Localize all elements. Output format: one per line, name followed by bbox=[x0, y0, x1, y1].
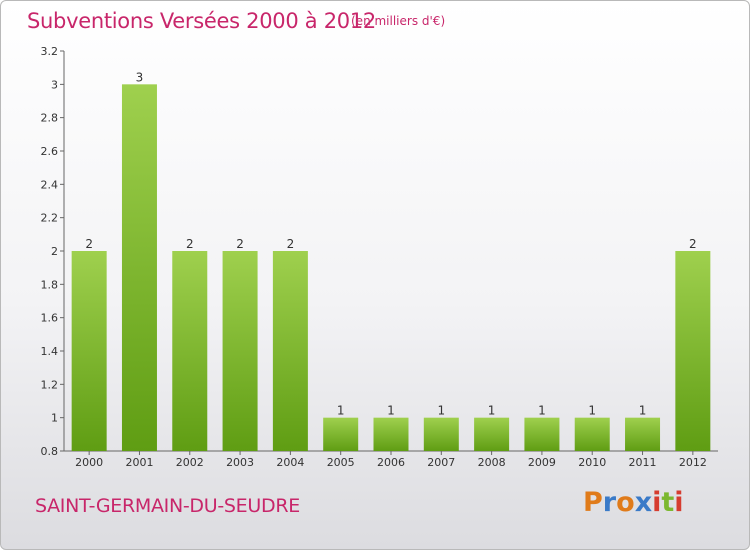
data-label: 1 bbox=[639, 404, 647, 418]
x-tick-label: 2002 bbox=[176, 456, 204, 469]
bar-2005 bbox=[323, 417, 359, 451]
logo-letter: i bbox=[674, 487, 684, 518]
data-label: 1 bbox=[387, 404, 395, 418]
y-tick-label: 3.2 bbox=[41, 45, 59, 58]
y-tick-label: 1.4 bbox=[41, 345, 59, 358]
y-tick-label: 1 bbox=[51, 412, 58, 425]
proxiti-logo[interactable]: Proxiti bbox=[583, 487, 684, 518]
data-label: 1 bbox=[538, 404, 546, 418]
chart-subtitle: (en milliers d'€) bbox=[351, 14, 446, 28]
chart-axes: 0.8 1 1.2 1.4 1.6 1.8 2 2.2 2.4 2.6 2.8 3 3.2 2000 200… bbox=[41, 45, 718, 469]
bar-2011 bbox=[625, 417, 661, 451]
y-tick-label: 2.8 bbox=[41, 112, 59, 125]
chart-title: Subventions Versées 2000 à 2012 bbox=[27, 9, 376, 33]
bar-2007 bbox=[423, 417, 459, 451]
x-tick-label: 2007 bbox=[427, 456, 455, 469]
bar-2003 bbox=[222, 251, 258, 451]
y-tick-label: 2.2 bbox=[41, 212, 59, 225]
logo-letter: r bbox=[602, 487, 617, 518]
commune-name: SAINT-GERMAIN-DU-SEUDRE bbox=[35, 495, 300, 517]
y-tick-label: 1.2 bbox=[41, 378, 59, 391]
chart-data-labels: 2 3 2 2 2 1 1 1 1 1 1 1 2 bbox=[85, 70, 696, 417]
bar-2008 bbox=[474, 417, 510, 451]
y-tick-label: 2.6 bbox=[41, 145, 59, 158]
bar-2009 bbox=[524, 417, 560, 451]
x-tick-label: 2000 bbox=[75, 456, 103, 469]
x-tick-label: 2005 bbox=[327, 456, 355, 469]
y-tick-label: 3 bbox=[51, 78, 58, 91]
chart-bars bbox=[71, 84, 711, 451]
x-tick-label: 2008 bbox=[478, 456, 506, 469]
y-tick-label: 1.6 bbox=[41, 312, 59, 325]
x-tick-label: 2003 bbox=[226, 456, 254, 469]
x-tick-label: 2010 bbox=[578, 456, 606, 469]
x-tick-label: 2012 bbox=[679, 456, 707, 469]
bar-2004 bbox=[272, 251, 308, 451]
bar-2010 bbox=[574, 417, 610, 451]
data-label: 3 bbox=[136, 70, 144, 84]
logo-letter: i bbox=[652, 487, 662, 518]
y-tick-label: 2 bbox=[51, 245, 58, 258]
data-label: 1 bbox=[488, 404, 496, 418]
data-label: 2 bbox=[689, 237, 697, 251]
logo-letter: o bbox=[616, 487, 635, 518]
data-label: 1 bbox=[437, 404, 445, 418]
x-tick-label: 2004 bbox=[276, 456, 304, 469]
logo-letter: P bbox=[583, 487, 603, 518]
data-label: 2 bbox=[287, 237, 295, 251]
x-tick-label: 2006 bbox=[377, 456, 405, 469]
x-tick-label: 2011 bbox=[629, 456, 657, 469]
data-label: 2 bbox=[236, 237, 244, 251]
bar-2006 bbox=[373, 417, 409, 451]
data-label: 1 bbox=[588, 404, 596, 418]
y-tick-label: 0.8 bbox=[41, 445, 59, 458]
data-label: 2 bbox=[186, 237, 194, 251]
y-tick-label: 1.8 bbox=[41, 278, 59, 291]
data-label: 1 bbox=[337, 404, 345, 418]
x-tick-label: 2001 bbox=[125, 456, 153, 469]
bar-2012 bbox=[675, 251, 711, 451]
y-tick-label: 2.4 bbox=[41, 178, 59, 191]
x-tick-label: 2009 bbox=[528, 456, 556, 469]
logo-letter: t bbox=[661, 487, 675, 518]
logo-letter: x bbox=[634, 487, 653, 518]
bar-2000 bbox=[71, 251, 107, 451]
data-label: 2 bbox=[85, 237, 93, 251]
bar-2001 bbox=[121, 84, 157, 451]
bar-2002 bbox=[172, 251, 208, 451]
